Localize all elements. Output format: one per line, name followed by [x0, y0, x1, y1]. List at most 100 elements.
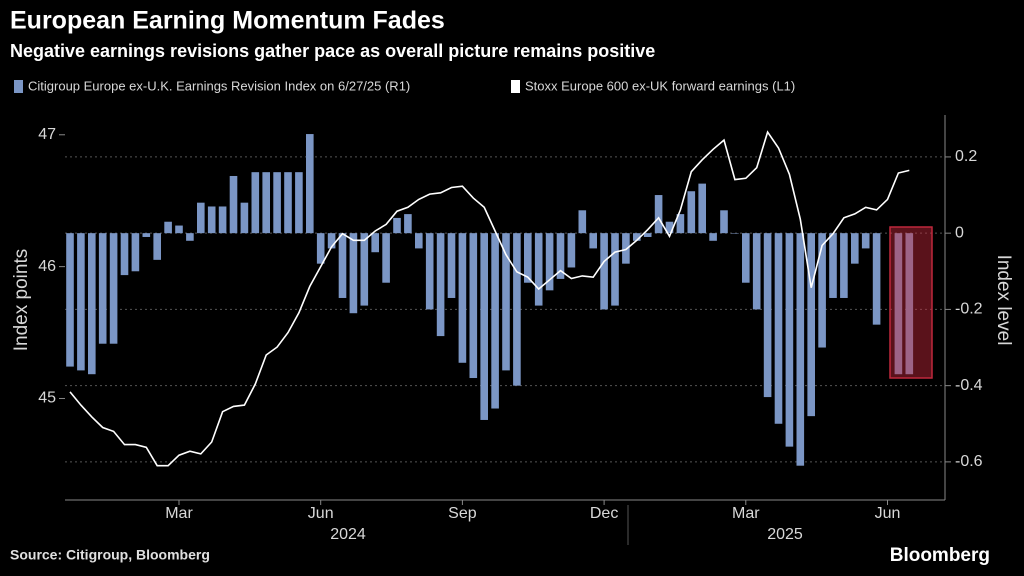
x-tick-label: Jun — [875, 505, 901, 522]
bar — [763, 233, 772, 398]
bar — [578, 210, 587, 234]
bar — [818, 233, 826, 348]
legend-swatch — [14, 80, 23, 93]
bar — [611, 233, 619, 306]
bar — [709, 233, 717, 241]
bar — [622, 233, 630, 264]
y2-tick-label: -0.6 — [955, 453, 983, 470]
bar — [589, 233, 597, 249]
bar — [840, 233, 848, 298]
bar — [894, 233, 903, 375]
bar — [905, 233, 914, 375]
bar — [338, 233, 347, 298]
bar — [164, 221, 172, 234]
line — [69, 130, 910, 467]
bar — [796, 233, 805, 466]
year-label: 2024 — [330, 526, 366, 543]
bar — [458, 233, 467, 363]
y2-tick-label: 0.2 — [955, 148, 977, 165]
bar — [109, 233, 118, 344]
bar — [316, 233, 325, 264]
legend-swatch — [511, 80, 520, 93]
bar — [295, 172, 303, 234]
y2-tick-label: -0.2 — [955, 301, 983, 318]
bar — [872, 233, 881, 325]
bar — [654, 195, 663, 234]
bar — [251, 172, 260, 234]
bar — [545, 233, 554, 291]
bar — [382, 233, 390, 283]
bar — [262, 172, 270, 234]
bar — [807, 233, 815, 417]
highlight-box — [889, 226, 933, 379]
bar — [142, 233, 151, 237]
bar — [774, 233, 783, 424]
legend-label: Citigroup Europe ex-U.K. Earnings Revisi… — [28, 78, 410, 93]
bar — [153, 233, 161, 260]
bar — [98, 233, 107, 344]
bar — [240, 202, 249, 234]
chart-subtitle: Negative earnings revisions gather pace … — [10, 41, 655, 61]
bar — [404, 214, 412, 234]
bar — [524, 233, 532, 283]
bar — [371, 233, 379, 253]
bar — [77, 233, 85, 371]
bar — [349, 233, 358, 314]
bar — [829, 233, 837, 298]
bar — [513, 233, 521, 386]
bar — [425, 233, 434, 310]
bar — [502, 233, 510, 371]
bar — [752, 233, 761, 310]
bar — [633, 233, 641, 241]
bar — [306, 134, 314, 234]
bar — [556, 233, 565, 279]
bar — [327, 233, 336, 249]
bar — [851, 233, 859, 264]
bar — [218, 206, 227, 234]
bar — [175, 225, 183, 234]
x-tick-label: Mar — [165, 505, 193, 522]
bar — [491, 233, 499, 409]
y2-axis-title: Index level — [993, 255, 1014, 346]
bar — [643, 233, 652, 237]
bar — [720, 210, 728, 234]
y-tick-label: 46 — [38, 258, 56, 275]
bar — [731, 233, 739, 234]
bar — [687, 191, 696, 234]
y2-tick-label: -0.4 — [955, 377, 983, 394]
bar — [120, 233, 129, 276]
x-tick-label: Sep — [448, 505, 477, 522]
y-axis-title: Index points — [11, 249, 32, 351]
bar — [742, 233, 750, 283]
bar — [785, 233, 794, 447]
y-tick-label: 45 — [38, 390, 56, 407]
bar — [393, 217, 401, 234]
bar — [66, 233, 74, 367]
y2-tick-label: 0 — [955, 224, 964, 241]
bar — [186, 233, 194, 241]
bar — [197, 202, 205, 234]
source: Source: Citigroup, Bloomberg — [10, 547, 210, 563]
bar — [273, 172, 281, 234]
bar — [665, 221, 674, 234]
bar — [567, 233, 576, 268]
x-tick-label: Mar — [732, 505, 760, 522]
bar — [534, 233, 543, 306]
brand: Bloomberg — [890, 545, 990, 566]
bar — [131, 233, 140, 272]
year-label: 2025 — [767, 526, 803, 543]
bar — [360, 233, 369, 306]
bar — [600, 233, 608, 310]
bar — [88, 233, 96, 375]
bar — [676, 214, 685, 234]
bar — [207, 206, 216, 234]
bar — [861, 233, 870, 249]
x-tick-label: Jun — [308, 505, 334, 522]
bar — [229, 175, 238, 234]
chart-title: European Earning Momentum Fades — [10, 7, 445, 35]
bar — [480, 233, 488, 420]
bar — [698, 183, 706, 234]
legend-label: Stoxx Europe 600 ex-UK forward earnings … — [525, 78, 795, 93]
